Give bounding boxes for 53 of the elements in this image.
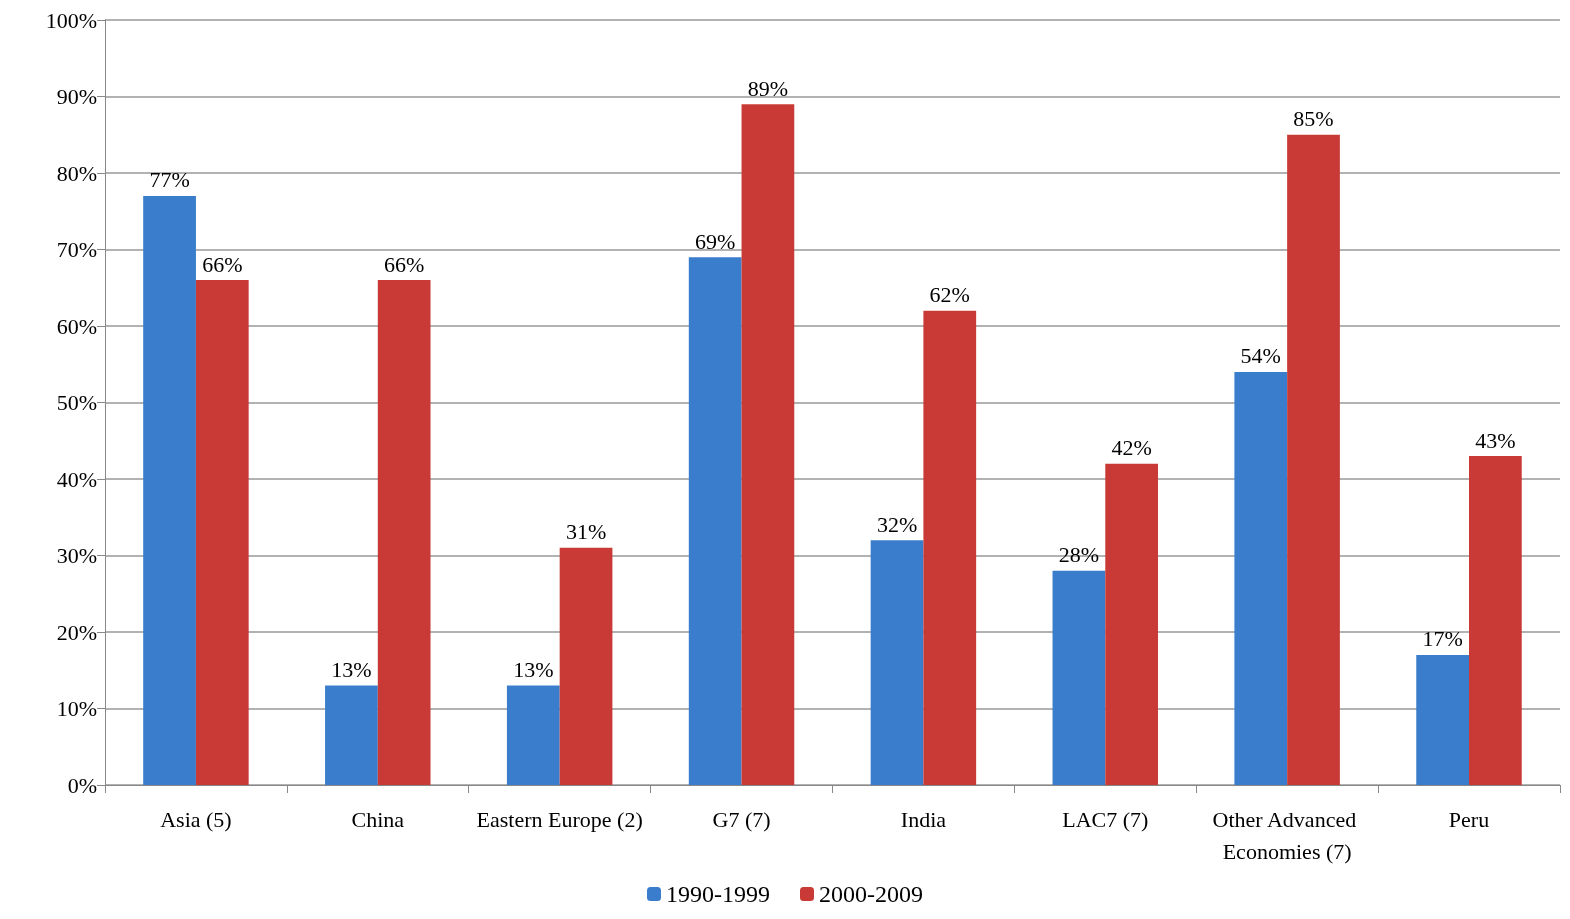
bar — [559, 547, 613, 785]
y-tick-label: 60% — [56, 313, 97, 339]
y-tick-label: 90% — [56, 84, 97, 109]
data-label: 28% — [1058, 542, 1100, 568]
data-label: 89% — [747, 75, 789, 101]
bar — [325, 685, 378, 785]
data-label: 31% — [565, 519, 607, 545]
x-tick-label: India — [900, 806, 947, 832]
bar — [143, 195, 196, 785]
data-label: 42% — [1111, 435, 1152, 461]
bar — [1287, 134, 1340, 785]
bar — [1105, 463, 1159, 785]
data-label: 85% — [1293, 106, 1334, 132]
data-label: 17% — [1422, 626, 1463, 652]
y-tick-label: 10% — [56, 696, 97, 721]
data-label: 43% — [1475, 427, 1516, 453]
data-label: 13% — [513, 657, 554, 683]
bar — [1052, 570, 1106, 785]
y-tick-label: 70% — [56, 237, 97, 262]
data-label: 32% — [876, 511, 918, 537]
data-label: 66% — [202, 251, 243, 277]
x-tick-label: Other Advanced Economies (7) — [1212, 806, 1362, 864]
y-tick-label: 0% — [67, 772, 97, 798]
data-label: 77% — [149, 167, 190, 193]
y-tick-label: 40% — [56, 466, 97, 492]
data-label: 69% — [695, 228, 736, 254]
legend-label: 2000-2009 — [819, 881, 923, 907]
data-label: 66% — [384, 251, 425, 277]
bar — [1234, 371, 1288, 785]
x-tick-label: China — [351, 806, 405, 832]
y-tick-label: 30% — [56, 543, 97, 568]
bar — [377, 280, 431, 785]
x-tick-label: Asia (5) — [160, 806, 232, 832]
x-tick-label: Eastern Europe (2) — [476, 806, 643, 832]
y-tick-label: 100% — [45, 7, 97, 33]
y-tick-label: 20% — [56, 619, 97, 645]
bar — [195, 280, 249, 785]
y-tick-label: 80% — [56, 160, 97, 186]
x-tick-label: G7 (7) — [712, 806, 771, 832]
bar — [741, 104, 795, 785]
x-tick-label: LAC7 (7) — [1062, 806, 1149, 832]
bar — [506, 685, 560, 785]
legend-label: 1990-1999 — [666, 881, 771, 907]
bar — [870, 540, 924, 785]
data-label: 13% — [331, 657, 372, 683]
bar — [1469, 456, 1522, 785]
x-tick-label: Peru — [1448, 806, 1490, 832]
bar — [1416, 654, 1469, 785]
data-label: 62% — [929, 282, 970, 308]
bar — [923, 310, 977, 785]
y-tick-label: 50% — [56, 390, 97, 415]
bar — [688, 257, 742, 785]
data-label: 54% — [1240, 343, 1281, 369]
